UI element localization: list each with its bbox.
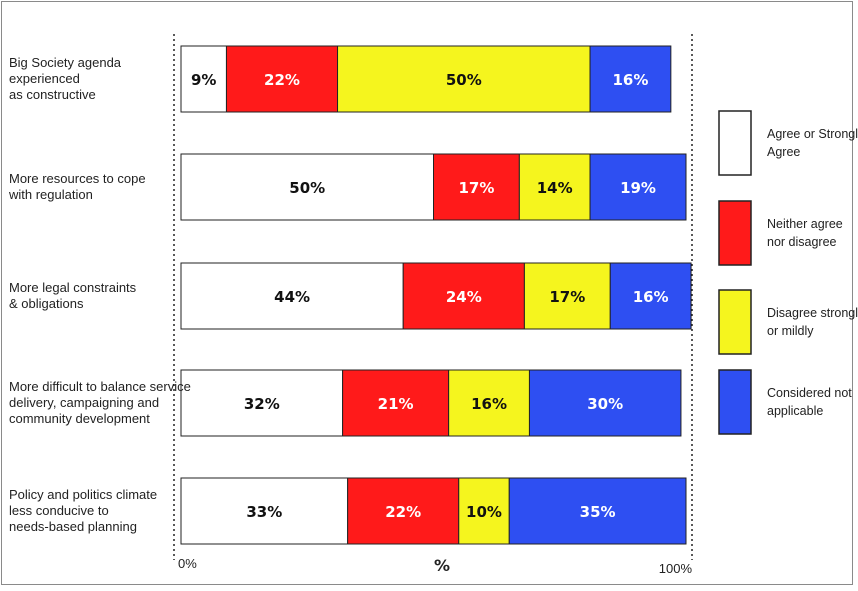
data-label-4-0: 33% bbox=[246, 503, 282, 521]
legend-swatch-1 bbox=[718, 200, 752, 266]
legend-swatch-3 bbox=[718, 369, 752, 435]
bar-segment-4-0 bbox=[180, 477, 349, 545]
bar-segment-2-3 bbox=[609, 262, 692, 330]
bar-segment-1-0 bbox=[180, 153, 434, 221]
category-label-3-1: delivery, campaigning and bbox=[9, 395, 159, 410]
legend-label-2-1: or mildly bbox=[767, 324, 814, 338]
legend-label-2-0: Disagree strongly bbox=[767, 306, 858, 320]
bar-segment-3-0 bbox=[180, 369, 344, 437]
bar-segment-0-0 bbox=[180, 45, 227, 113]
x-axis-title: % bbox=[434, 556, 450, 575]
data-label-0-0: 9% bbox=[191, 71, 216, 89]
data-label-0-1: 22% bbox=[264, 71, 300, 89]
bar-segment-0-1 bbox=[225, 45, 339, 113]
category-label-2-1: & obligations bbox=[9, 296, 84, 311]
data-label-3-1: 21% bbox=[378, 395, 414, 413]
bar-segment-4-3 bbox=[508, 477, 687, 545]
data-label-2-0: 44% bbox=[274, 288, 310, 306]
bar-segment-4-1 bbox=[347, 477, 460, 545]
category-label-4-0: Policy and politics climate bbox=[9, 487, 157, 502]
category-label-0-2: as constructive bbox=[9, 87, 96, 102]
data-label-2-3: 16% bbox=[633, 288, 669, 306]
data-label-1-3: 19% bbox=[620, 179, 656, 197]
data-label-4-1: 22% bbox=[385, 503, 421, 521]
bar-segment-0-2 bbox=[337, 45, 591, 113]
data-label-0-2: 50% bbox=[446, 71, 482, 89]
category-label-1-0: More resources to cope bbox=[9, 171, 146, 186]
legend-label-3-1: applicable bbox=[767, 404, 823, 418]
data-label-1-1: 17% bbox=[458, 179, 494, 197]
bar-segment-1-3 bbox=[589, 153, 687, 221]
data-label-3-2: 16% bbox=[471, 395, 507, 413]
data-label-2-2: 17% bbox=[549, 288, 585, 306]
data-label-4-2: 10% bbox=[466, 503, 502, 521]
bar-segment-2-0 bbox=[180, 262, 404, 330]
category-label-3-0: More difficult to balance service bbox=[9, 379, 191, 394]
legend-label-0-0: Agree or Strongly bbox=[767, 127, 858, 141]
category-label-4-2: needs-based planning bbox=[9, 519, 137, 534]
bar-segment-2-2 bbox=[523, 262, 611, 330]
x-tick-label-100: 100% bbox=[659, 561, 693, 576]
data-label-3-0: 32% bbox=[244, 395, 280, 413]
bar-segment-3-3 bbox=[528, 369, 682, 437]
legend-label-1-0: Neither agree bbox=[767, 217, 843, 231]
bar-segment-1-1 bbox=[433, 153, 520, 221]
data-label-4-3: 35% bbox=[580, 503, 616, 521]
legend-label-1-1: nor disagree bbox=[767, 235, 837, 249]
category-label-3-2: community development bbox=[9, 411, 150, 426]
data-label-2-1: 24% bbox=[446, 288, 482, 306]
x-tick-label-0: 0% bbox=[178, 556, 197, 571]
legend-swatch-0 bbox=[718, 110, 752, 176]
category-label-4-1: less conducive to bbox=[9, 503, 109, 518]
category-label-0-1: experienced bbox=[9, 71, 80, 86]
bar-segment-3-2 bbox=[448, 369, 530, 437]
legend-swatch-2 bbox=[718, 289, 752, 355]
bar-segment-0-3 bbox=[589, 45, 672, 113]
data-label-1-2: 14% bbox=[537, 179, 573, 197]
data-label-0-3: 16% bbox=[612, 71, 648, 89]
data-label-1-0: 50% bbox=[289, 179, 325, 197]
legend-label-0-1: Agree bbox=[767, 145, 800, 159]
category-label-1-1: with regulation bbox=[8, 187, 93, 202]
bar-segment-1-2 bbox=[518, 153, 591, 221]
bar-segment-4-2 bbox=[458, 477, 510, 545]
category-label-0-0: Big Society agenda bbox=[9, 55, 122, 70]
legend-label-3-0: Considered not bbox=[767, 386, 852, 400]
data-label-3-3: 30% bbox=[587, 395, 623, 413]
category-label-2-0: More legal constraints bbox=[9, 280, 137, 295]
